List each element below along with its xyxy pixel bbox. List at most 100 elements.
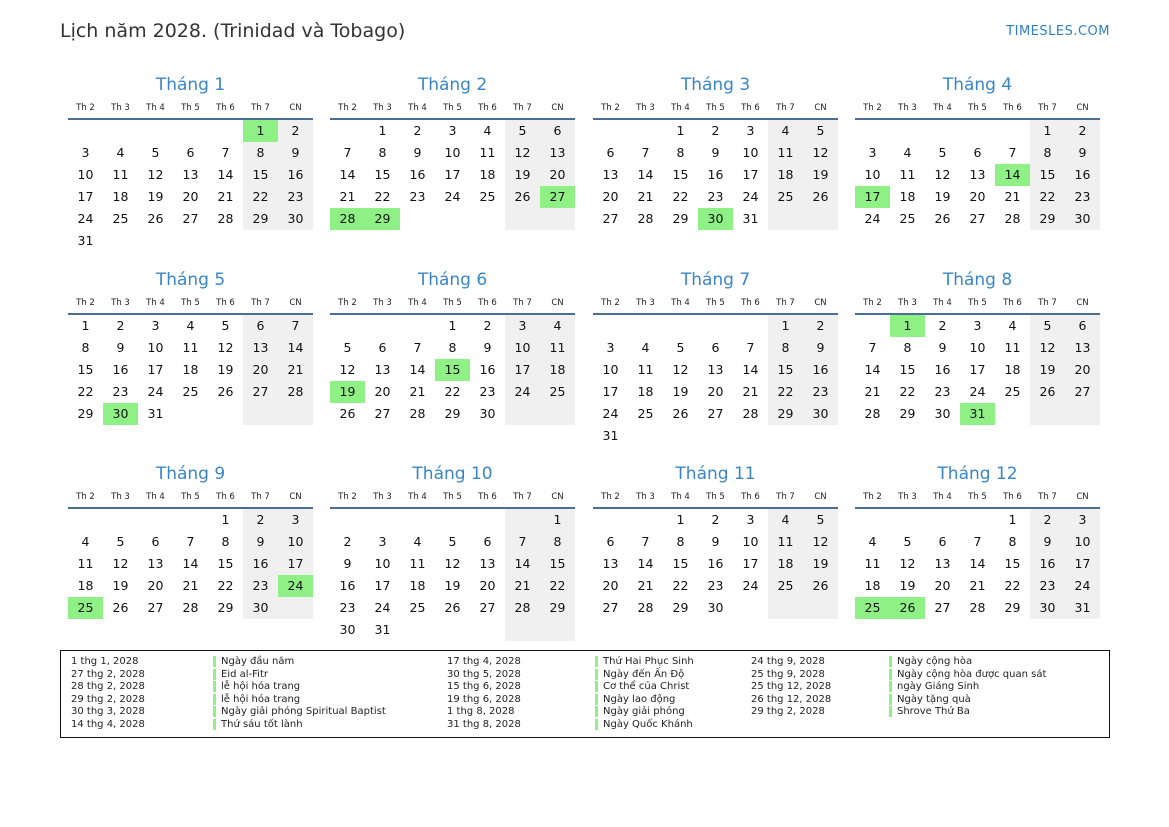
day-cell: 18 [637, 384, 654, 399]
day-cell: 23 [707, 578, 724, 593]
day-cell: 17 [77, 189, 94, 204]
day-cell: 13 [969, 167, 986, 182]
day-cell: 23 [112, 384, 129, 399]
day-cell: 29 [243, 208, 278, 230]
empty-cell [505, 619, 540, 641]
day-cell: 13 [540, 142, 575, 164]
day-cell: 30 [707, 600, 724, 615]
legend-date: 30 thg 3, 2028 [71, 706, 145, 718]
day-cell: 4 [768, 509, 803, 531]
day-cell: 17 [444, 167, 461, 182]
empty-cell [400, 509, 435, 531]
weekday-label: Th 7 [776, 492, 795, 502]
empty-cell [698, 425, 733, 447]
empty-cell [855, 315, 890, 337]
day-cell: 23 [278, 186, 313, 208]
weekday-label: Th 7 [513, 492, 532, 502]
day-cell: 15 [672, 167, 689, 182]
empty-cell [540, 208, 575, 230]
empty-cell [208, 120, 243, 142]
empty-cell [890, 120, 925, 142]
day-cell: 3 [746, 512, 755, 527]
day-cell: 28 [637, 600, 654, 615]
day-cell: 24 [505, 381, 540, 403]
day-cell: 25 [637, 406, 654, 421]
day-cell: 9 [803, 337, 838, 359]
day-cell: 25 [768, 575, 803, 597]
empty-cell [278, 403, 313, 425]
day-cell: 11 [899, 167, 916, 182]
empty-cell [995, 120, 1030, 142]
day-cell: 8 [378, 145, 387, 160]
day-cell: 9 [1030, 531, 1065, 553]
day-cell: 20 [147, 578, 164, 593]
empty-cell [733, 425, 768, 447]
day-cell: 7 [973, 534, 982, 549]
empty-cell [400, 208, 435, 230]
day-cell: 30 [1065, 208, 1100, 230]
day-cell: 23 [1065, 186, 1100, 208]
month-name: Tháng 5 [155, 270, 226, 290]
day-cell: 23 [934, 384, 951, 399]
day-grid: 1 2 3 4 5 6 7 8 9 10 11 12 13 14 15 16 17 18 19 20 21 22 23 24 2… [855, 315, 1100, 425]
day-cell: 23 [803, 381, 838, 403]
weekday-label: Th 2 [338, 492, 357, 502]
weekday-label: CN [1076, 492, 1089, 502]
day-cell: 13 [479, 556, 496, 571]
weekday-label: Th 4 [146, 492, 165, 502]
day-cell: 20 [243, 359, 278, 381]
day-cell: 8 [221, 534, 230, 549]
weekday-label: Th 5 [706, 492, 725, 502]
legend-holiday-name: Ngày cộng hòa [889, 656, 972, 667]
day-cell: 13 [602, 167, 619, 182]
day-cell: 27 [374, 406, 391, 421]
day-cell: 22 [768, 381, 803, 403]
day-cell: 22 [217, 578, 234, 593]
legend-holiday-name: Ngày Quốc Khánh [595, 719, 693, 730]
day-cell: 26 [890, 597, 925, 619]
weekday-label: Th 2 [863, 103, 882, 113]
day-cell: 16 [707, 167, 724, 182]
weekday-label: Th 5 [968, 492, 987, 502]
brand-link[interactable]: TIMESLES.COM [1006, 24, 1110, 39]
weekday-label: CN [1076, 103, 1089, 113]
day-cell: 13 [243, 337, 278, 359]
day-cell: 25 [112, 211, 129, 226]
day-cell: 29 [217, 600, 234, 615]
day-cell: 22 [672, 189, 689, 204]
day-cell: 11 [768, 142, 803, 164]
day-cell: 15 [374, 167, 391, 182]
day-cell: 27 [602, 211, 619, 226]
day-cell: 12 [934, 167, 951, 182]
day-cell: 20 [1065, 359, 1100, 381]
day-cell: 10 [742, 534, 759, 549]
month-name: Tháng 1 [155, 75, 226, 95]
day-cell: 2 [343, 534, 352, 549]
day-cell: 26 [803, 575, 838, 597]
weekday-label: Th 7 [776, 103, 795, 113]
day-cell: 16 [479, 362, 496, 377]
empty-cell [663, 315, 698, 337]
day-cell: 25 [182, 384, 199, 399]
day-grid: 1 2 3 4 5 6 7 8 9 10 11 12 13 14 15 16 17 18 19 20 21 22 23 24 2… [855, 509, 1100, 619]
day-cell: 14 [995, 164, 1030, 186]
day-cell: 19 [147, 189, 164, 204]
day-cell: 24 [969, 384, 986, 399]
weekday-header: Th 2 Th 3 Th 4 Th 5 Th 6 Th 7 CN [593, 293, 838, 315]
day-cell: 7 [641, 534, 650, 549]
day-cell: 5 [938, 145, 947, 160]
day-cell: 16 [934, 362, 951, 377]
day-cell: 28 [278, 381, 313, 403]
day-cell: 7 [868, 340, 877, 355]
month-block: Tháng 4 Th 2 Th 3 Th 4 Th 5 Th 6 Th 7 CN 1 2 3 4 5 6 7… [855, 72, 1100, 230]
empty-cell [995, 403, 1030, 425]
legend-holiday-name: Thứ Hai Phục Sinh [595, 656, 694, 667]
weekday-header: Th 2 Th 3 Th 4 Th 5 Th 6 Th 7 CN [855, 293, 1100, 315]
day-cell: 9 [116, 340, 125, 355]
weekday-label: CN [289, 492, 302, 502]
weekday-label: CN [551, 298, 564, 308]
month-name: Tháng 3 [680, 75, 751, 95]
day-cell: 2 [803, 315, 838, 337]
day-cell: 28 [217, 211, 234, 226]
empty-cell [960, 509, 995, 531]
